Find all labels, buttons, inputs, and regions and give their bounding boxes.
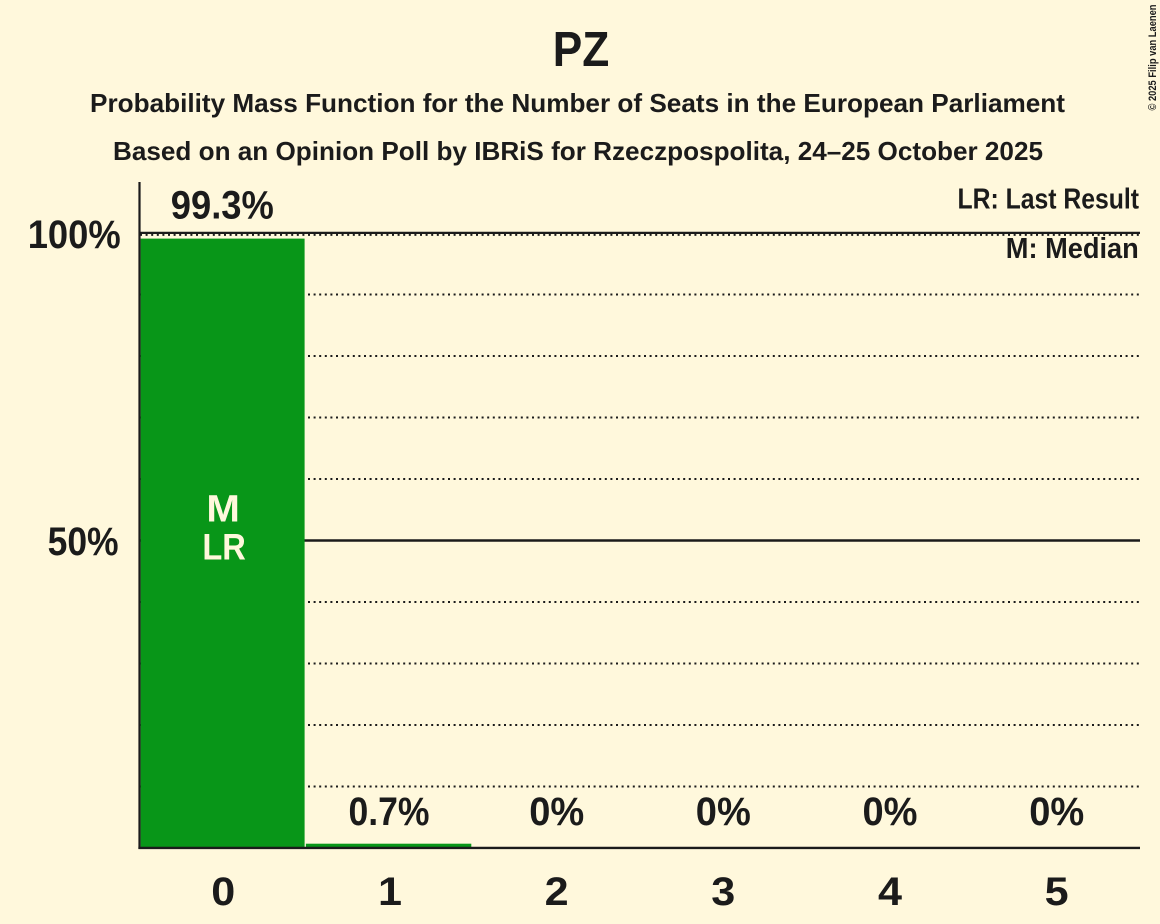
svg-text:0%: 0%: [1029, 790, 1084, 834]
svg-text:LR: LR: [202, 525, 246, 567]
svg-text:0: 0: [211, 870, 235, 914]
svg-text:3: 3: [711, 870, 735, 914]
svg-text:100%: 100%: [28, 213, 121, 257]
svg-text:4: 4: [878, 870, 903, 914]
svg-text:0%: 0%: [696, 790, 751, 834]
svg-text:Probability Mass Function for: Probability Mass Function for the Number…: [90, 90, 1065, 118]
svg-text:© 2025 Filip van Laenen: © 2025 Filip van Laenen: [1147, 5, 1159, 111]
svg-text:50%: 50%: [48, 520, 119, 564]
svg-text:PZ: PZ: [553, 22, 610, 77]
svg-text:5: 5: [1045, 870, 1069, 914]
svg-text:2: 2: [545, 870, 569, 914]
svg-text:M: M: [206, 487, 240, 530]
svg-text:0%: 0%: [863, 790, 918, 834]
svg-text:Based on an Opinion Poll by IB: Based on an Opinion Poll by IBRiS for Rz…: [113, 138, 1043, 166]
svg-text:1: 1: [378, 870, 402, 914]
svg-text:LR: Last Result: LR: Last Result: [958, 184, 1140, 216]
svg-text:0.7%: 0.7%: [349, 790, 430, 834]
svg-text:99.3%: 99.3%: [171, 183, 274, 227]
svg-text:0%: 0%: [529, 790, 584, 834]
svg-text:M: Median: M: Median: [1006, 233, 1139, 265]
